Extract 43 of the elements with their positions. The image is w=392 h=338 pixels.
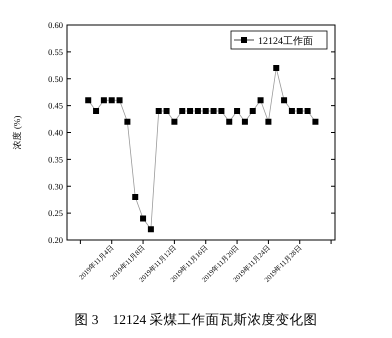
y-tick-label: 0.30 <box>48 181 63 192</box>
point <box>304 108 311 114</box>
y-tick-label: 0.50 <box>48 74 63 84</box>
point <box>296 108 303 114</box>
point <box>140 216 146 222</box>
point <box>93 108 100 114</box>
y-tick-label: 0.35 <box>48 154 63 164</box>
point <box>265 118 272 125</box>
y-tick-label: 0.40 <box>48 128 63 138</box>
point <box>85 97 92 104</box>
point <box>281 97 288 104</box>
text: 图 3 12124 采煤工作面瓦斯浓度变化图 <box>74 312 318 327</box>
point <box>187 108 194 114</box>
point <box>164 108 170 114</box>
point <box>108 97 115 104</box>
point <box>148 226 154 232</box>
point <box>194 108 201 114</box>
y-axis-title: 浓度 (%) <box>12 116 22 150</box>
point <box>226 118 232 125</box>
point <box>156 108 162 114</box>
point <box>132 194 138 200</box>
point <box>171 118 178 125</box>
y-tick-label: 0.60 <box>48 20 63 30</box>
point <box>218 108 224 114</box>
y-tick-label: 0.20 <box>48 235 63 245</box>
point <box>242 118 248 125</box>
y-tick-label: 0.25 <box>48 208 63 218</box>
point <box>124 118 130 125</box>
y-tick-label: 0.45 <box>48 100 63 111</box>
point <box>179 108 186 114</box>
point <box>116 97 123 104</box>
point <box>288 108 295 114</box>
point <box>273 65 280 71</box>
point <box>250 108 256 114</box>
point <box>210 108 217 114</box>
point <box>202 108 209 114</box>
legend: 12124工作面 <box>230 30 328 50</box>
point <box>234 108 240 114</box>
point <box>312 118 318 125</box>
legend-label: 12124工作面 <box>258 36 313 47</box>
point <box>100 97 107 104</box>
point <box>258 97 264 104</box>
y-tick-label: 0.55 <box>48 46 63 57</box>
